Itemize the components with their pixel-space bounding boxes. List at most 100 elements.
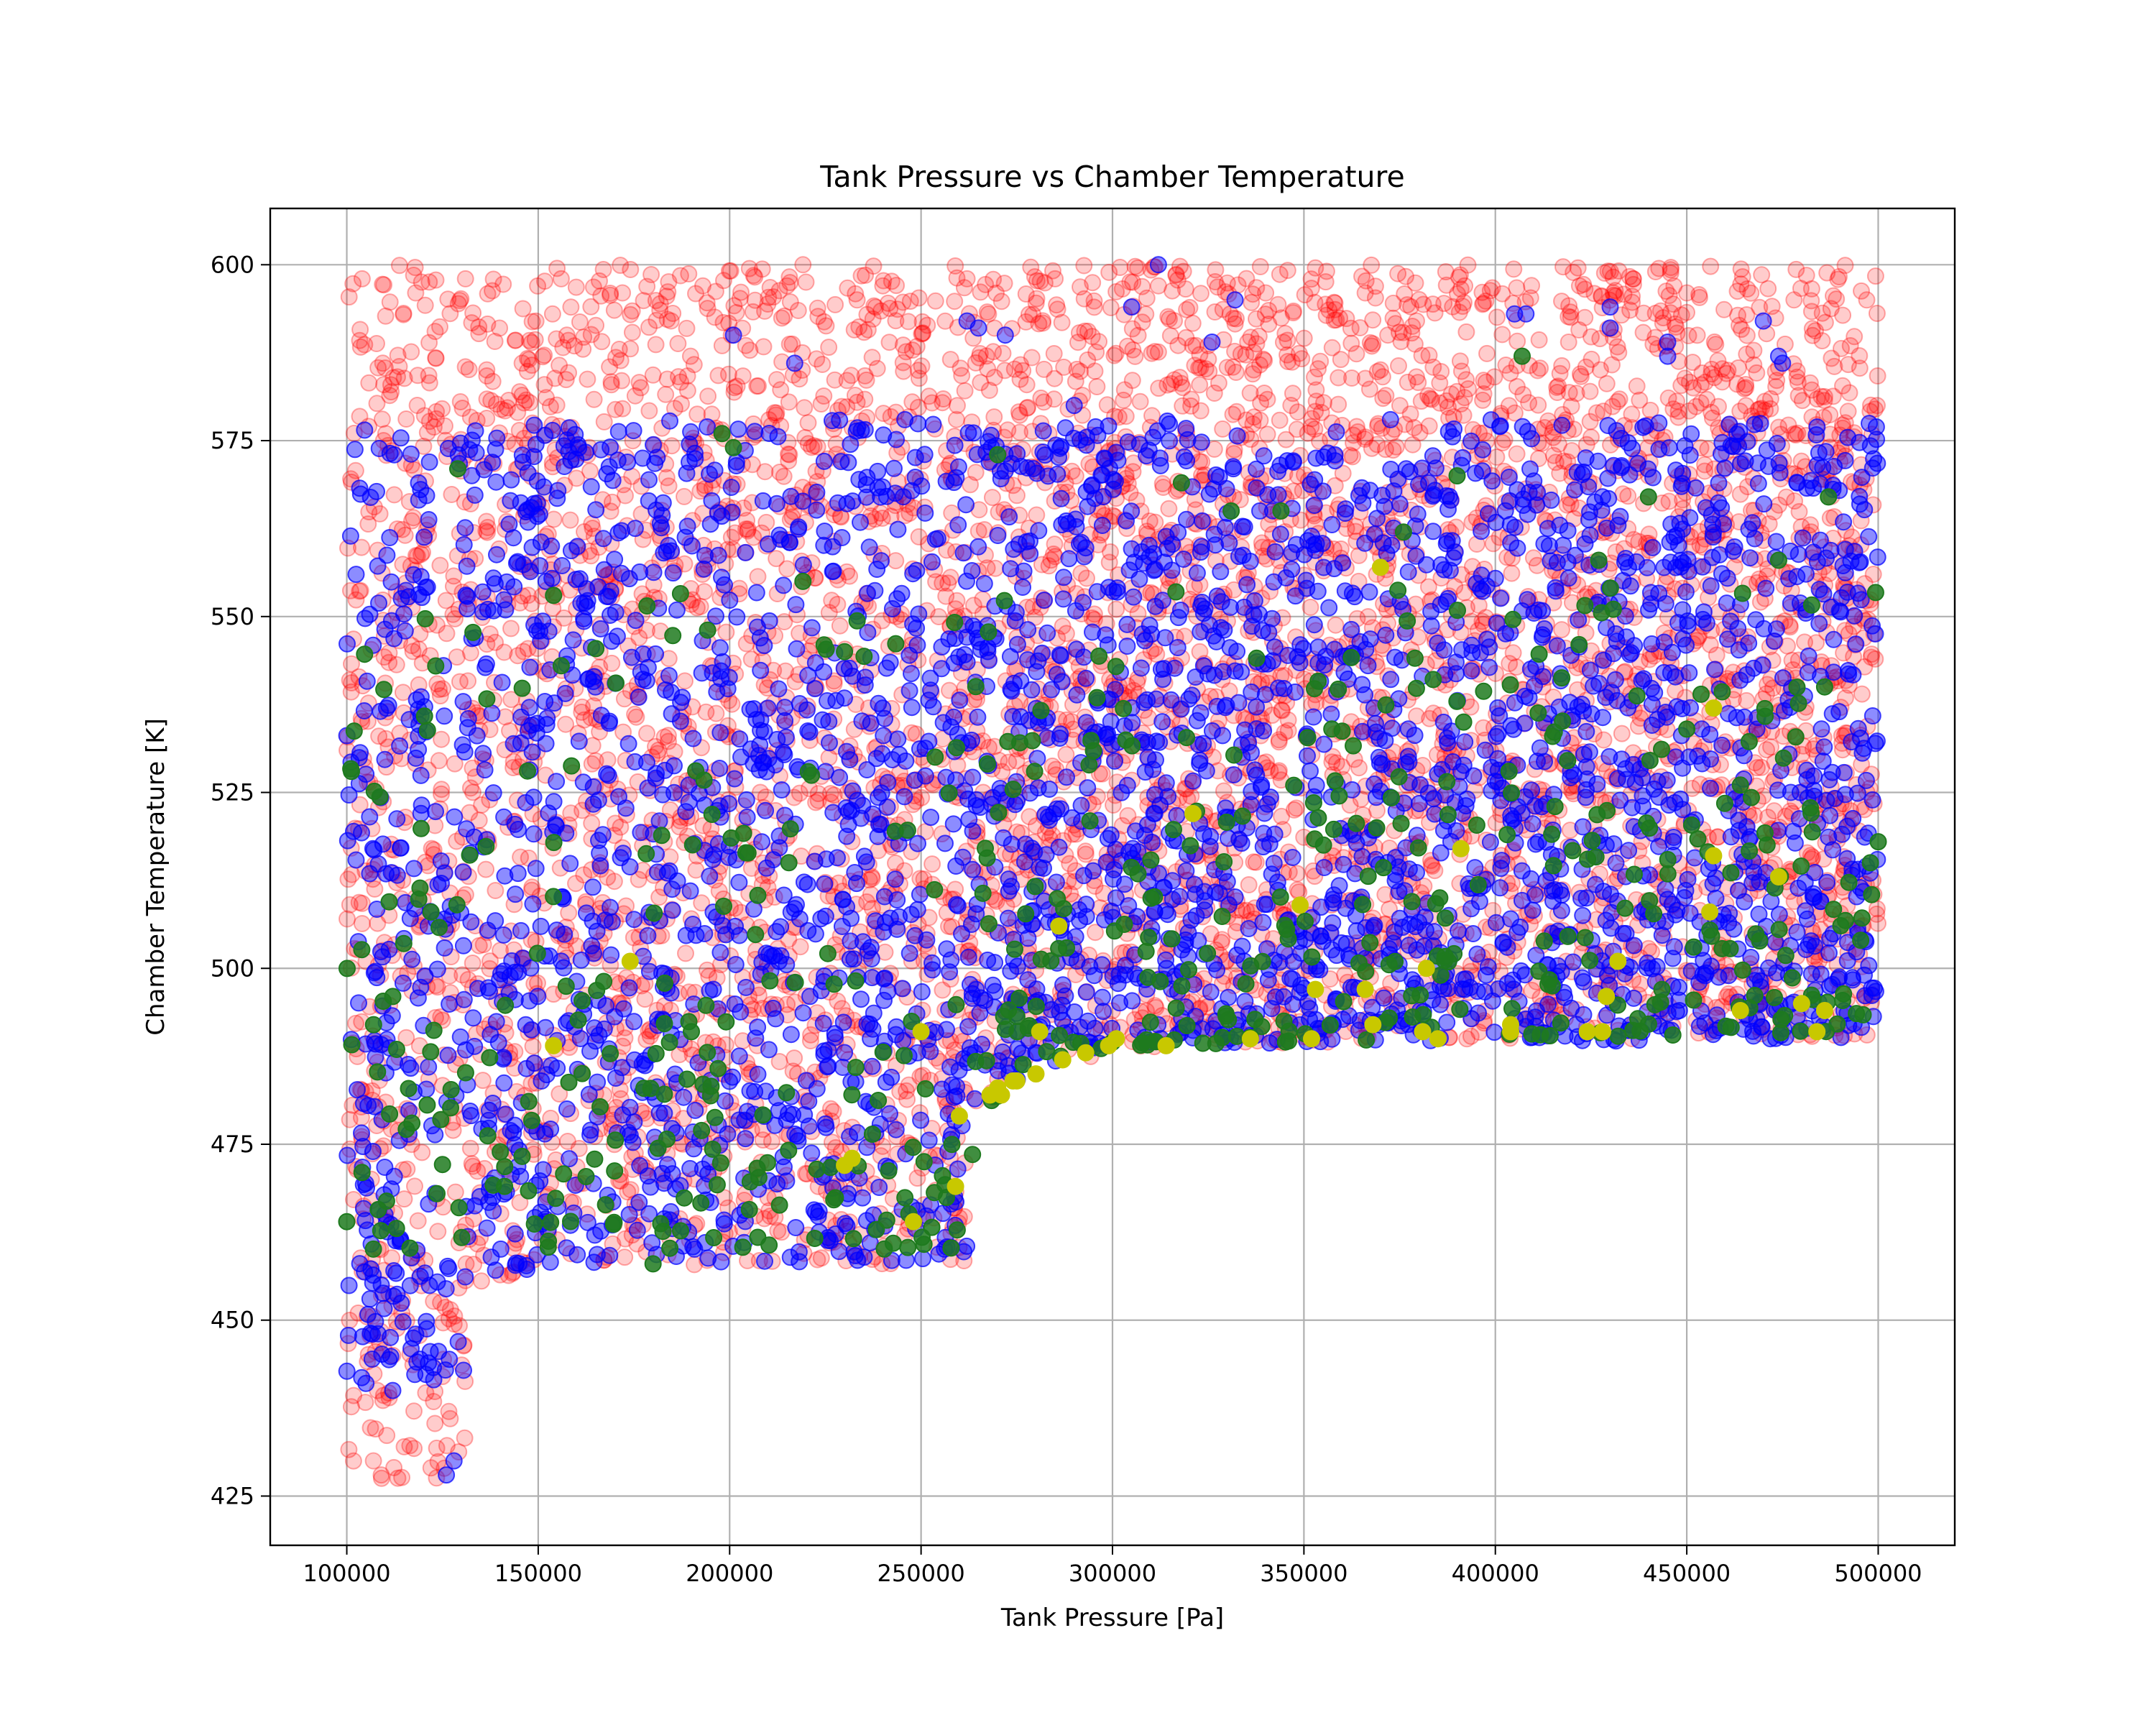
data-point <box>1505 260 1523 278</box>
data-point <box>1571 365 1589 383</box>
data-point <box>548 396 566 414</box>
data-point <box>995 275 1013 293</box>
data-point <box>624 1216 642 1234</box>
data-point <box>1628 377 1646 395</box>
data-point <box>1258 426 1276 443</box>
data-point <box>1759 280 1777 298</box>
data-point <box>1508 279 1526 297</box>
data-point <box>1452 623 1470 641</box>
data-point <box>1214 420 1232 438</box>
data-point <box>1289 403 1307 421</box>
data-point <box>1452 395 1470 413</box>
data-point <box>1218 359 1236 377</box>
data-point <box>1088 378 1106 395</box>
data-point <box>573 703 591 721</box>
data-point <box>1570 499 1588 517</box>
data-point <box>895 362 913 380</box>
data-point <box>1702 257 1720 275</box>
data-point <box>1017 313 1035 331</box>
data-point <box>1709 351 1727 369</box>
data-point <box>727 304 745 321</box>
data-point <box>726 524 744 542</box>
data-point <box>1732 275 1750 293</box>
data-point <box>1749 759 1766 777</box>
data-point <box>1834 377 1851 395</box>
data-point <box>1176 280 1194 298</box>
data-point <box>772 381 790 399</box>
data-point <box>1330 395 1348 413</box>
data-point <box>926 292 944 310</box>
data-point <box>856 367 874 385</box>
data-point <box>1123 320 1141 338</box>
data-point <box>561 511 579 529</box>
data-points <box>338 256 1887 1487</box>
data-point <box>941 351 959 369</box>
data-point <box>381 293 399 311</box>
data-point <box>1149 343 1167 361</box>
data-point <box>665 742 683 760</box>
data-point <box>1102 543 1119 561</box>
data-point <box>823 1133 841 1151</box>
data-point <box>1054 617 1072 635</box>
data-point <box>1716 967 1734 985</box>
data-point <box>1389 264 1407 282</box>
data-point <box>1803 381 1821 399</box>
data-point <box>887 312 905 330</box>
data-point <box>1508 445 1526 463</box>
data-point <box>1143 407 1161 425</box>
data-point <box>1869 367 1886 385</box>
data-point <box>1288 420 1306 438</box>
data-point <box>660 477 678 495</box>
data-point <box>796 399 814 417</box>
data-point <box>1444 298 1462 316</box>
data-point <box>805 437 823 455</box>
data-point <box>487 633 505 651</box>
data-point <box>456 1429 474 1447</box>
data-point <box>927 573 945 591</box>
data-point <box>1414 757 1432 774</box>
data-point <box>562 298 580 316</box>
data-point <box>827 435 845 453</box>
data-point <box>1158 376 1176 394</box>
data-point <box>1172 374 1190 392</box>
data-point <box>605 873 623 891</box>
data-point <box>699 300 717 318</box>
data-point <box>482 392 500 410</box>
data-point <box>1553 621 1570 639</box>
data-point <box>464 304 482 322</box>
data-point <box>858 305 876 323</box>
data-point <box>977 275 995 293</box>
data-point <box>1779 416 1797 434</box>
data-point <box>1137 305 1155 323</box>
data-point <box>744 303 762 321</box>
data-point <box>558 1133 576 1150</box>
data-point <box>389 368 406 386</box>
data-point <box>1361 334 1379 351</box>
data-point <box>859 321 877 339</box>
data-point <box>699 387 717 405</box>
data-point <box>428 675 446 693</box>
data-point <box>1728 375 1746 393</box>
data-point <box>821 785 839 803</box>
data-point <box>1279 722 1297 740</box>
data-point <box>1232 345 1250 363</box>
data-point <box>1508 332 1526 350</box>
data-point <box>1790 502 1808 520</box>
data-point <box>494 275 512 293</box>
data-point <box>595 413 613 431</box>
data-point <box>934 981 952 999</box>
data-point <box>534 348 552 366</box>
data-point <box>571 313 589 331</box>
data-point <box>873 510 891 527</box>
data-point <box>826 295 844 313</box>
data-point <box>770 464 788 481</box>
data-point <box>1608 392 1626 410</box>
data-point <box>1544 428 1562 446</box>
data-point <box>1846 328 1864 346</box>
data-point <box>1240 876 1258 893</box>
data-point <box>1415 877 1433 895</box>
data-point <box>1407 368 1425 386</box>
data-point <box>514 300 532 318</box>
data-point <box>1501 364 1519 382</box>
data-point <box>405 267 423 284</box>
